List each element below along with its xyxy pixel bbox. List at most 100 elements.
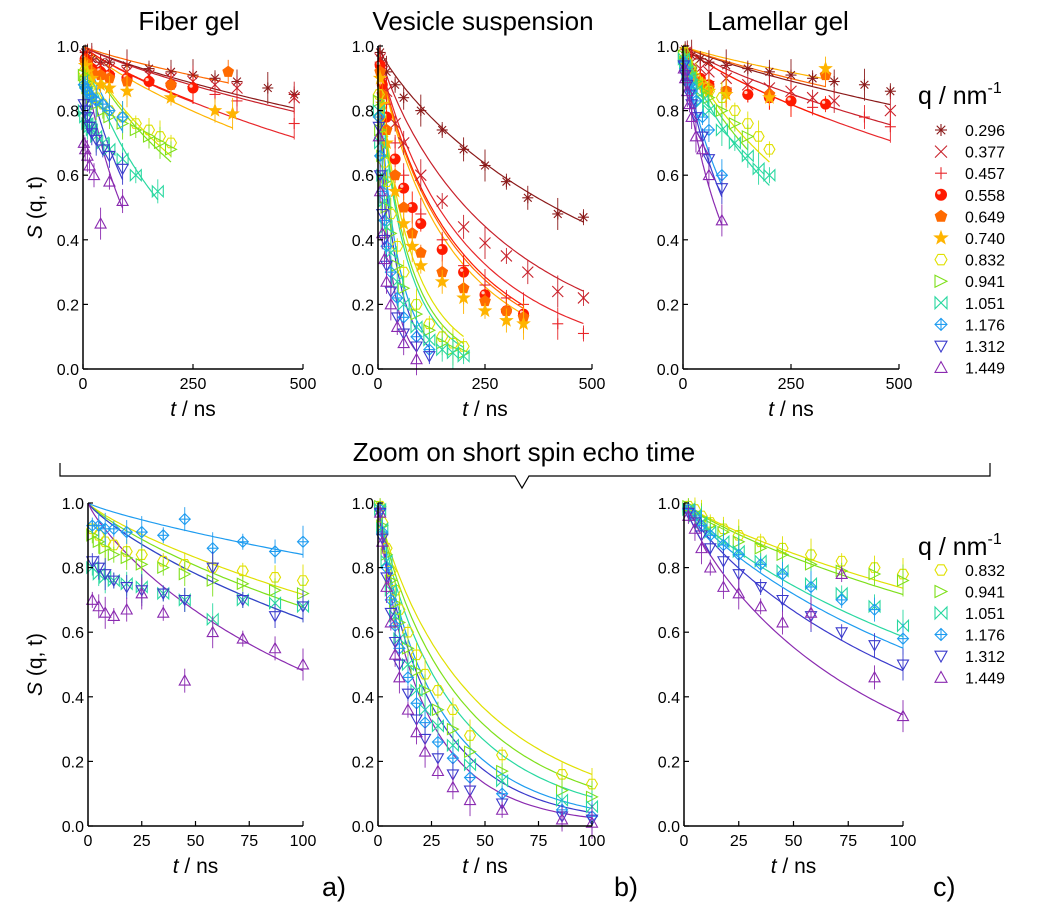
data-point-1.312 bbox=[375, 209, 389, 221]
data-point-1.449 bbox=[120, 602, 134, 615]
data-point-1.312 bbox=[695, 530, 708, 542]
data-point-1.312 bbox=[754, 582, 768, 594]
data-point-0.296 bbox=[552, 208, 564, 220]
x-axis-label: t / ns bbox=[768, 398, 814, 421]
data-point-0.832 bbox=[268, 571, 282, 583]
data-point-0.941 bbox=[410, 664, 424, 678]
data-point-1.176 bbox=[754, 558, 767, 571]
data-point-0.740 bbox=[396, 215, 411, 230]
fit-curve-0.941 bbox=[377, 45, 464, 345]
data-point-1.312 bbox=[96, 144, 110, 156]
data-point-1.449 bbox=[868, 670, 881, 683]
y-tick-label: 1.0 bbox=[62, 496, 84, 513]
panel-label-c: c) bbox=[933, 872, 956, 902]
data-point-1.449 bbox=[681, 509, 695, 521]
legend-top-label-0.457: 0.457 bbox=[965, 166, 1005, 183]
y-tick-label: 0.0 bbox=[657, 362, 679, 379]
data-point-1.312 bbox=[422, 351, 436, 363]
data-point-0.377 bbox=[806, 91, 819, 104]
y-tick-label: 0.0 bbox=[57, 362, 79, 379]
data-point-1.449 bbox=[410, 352, 423, 365]
zoom-label: Zoom on short spin echo time bbox=[353, 437, 696, 467]
data-point-1.449 bbox=[585, 816, 599, 828]
data-point-0.296 bbox=[577, 211, 589, 223]
data-point-1.176 bbox=[103, 104, 116, 117]
data-point-1.449 bbox=[683, 97, 696, 110]
data-point-0.649 bbox=[397, 201, 410, 213]
data-point-0.941 bbox=[419, 683, 432, 697]
data-point-0.832 bbox=[446, 704, 460, 716]
panel-top-middle: 0.0 0.2 0.4 0.6 0.8 1.0 0 250 500 t / ns bbox=[352, 39, 606, 421]
x-tick-label: 0 bbox=[374, 833, 383, 850]
data-point-0.296 bbox=[389, 79, 401, 91]
data-point-0.296 bbox=[415, 105, 427, 117]
data-point-1.051 bbox=[754, 554, 767, 568]
data-point-1.312 bbox=[380, 260, 393, 273]
data-point-0.377 bbox=[209, 78, 221, 91]
data-point-0.296 bbox=[522, 192, 534, 204]
data-point-0.296 bbox=[500, 176, 512, 188]
data-point-0.941 bbox=[129, 123, 143, 137]
data-point-1.312 bbox=[102, 150, 116, 163]
data-point-1.449 bbox=[98, 606, 112, 618]
y-tick-label: 0.4 bbox=[352, 690, 374, 707]
data-point-1.449 bbox=[776, 615, 789, 628]
data-point-1.312 bbox=[120, 582, 134, 594]
x-tick-label: 0 bbox=[680, 833, 689, 850]
data-point-1.312 bbox=[401, 688, 415, 701]
legend-top-marker-0.649 bbox=[934, 209, 948, 222]
data-point-1.449 bbox=[702, 168, 716, 181]
data-point-1.051 bbox=[763, 168, 776, 183]
data-point-0.558 bbox=[785, 95, 797, 107]
data-point-1.449 bbox=[695, 541, 708, 554]
data-point-1.312 bbox=[116, 163, 130, 176]
data-point-0.377 bbox=[288, 91, 301, 104]
legend-top: 0.296 0.377 0.457 0.558 0.649 0.740 0.832 0.941… bbox=[933, 123, 1005, 378]
fit-curve-0.377 bbox=[682, 45, 891, 126]
x-tick-label: 0 bbox=[679, 376, 688, 393]
data-point-1.449 bbox=[377, 252, 391, 265]
data-point-1.176 bbox=[268, 545, 282, 558]
panel-top-right: 0.0 0.2 0.4 0.6 0.8 1.0 0 250 500 t / ns bbox=[657, 39, 913, 421]
legend-bottom-marker-1.449 bbox=[934, 670, 948, 683]
data-point-1.176 bbox=[296, 535, 310, 549]
data-point-0.740 bbox=[119, 83, 135, 98]
data-point-0.832 bbox=[236, 565, 249, 577]
data-point-1.449 bbox=[80, 149, 94, 161]
y-tick-label: 0.0 bbox=[658, 819, 680, 836]
data-point-1.312 bbox=[776, 594, 789, 607]
data-point-0.832 bbox=[804, 549, 818, 560]
fit-curve-0.649 bbox=[682, 45, 826, 88]
data-point-0.649 bbox=[389, 169, 401, 181]
data-point-1.449 bbox=[236, 632, 250, 644]
data-point-0.832 bbox=[431, 685, 445, 696]
data-point-1.312 bbox=[410, 714, 423, 727]
data-point-1.176 bbox=[776, 567, 789, 581]
fit-curve-0.457 bbox=[682, 45, 891, 142]
fit-curve-0.649 bbox=[82, 45, 229, 84]
data-point-1.449 bbox=[94, 217, 108, 229]
data-point-0.377 bbox=[389, 117, 402, 130]
data-point-0.296 bbox=[458, 143, 470, 155]
fit-curve-0.740 bbox=[82, 45, 233, 129]
data-point-1.312 bbox=[107, 575, 121, 588]
data-point-1.312 bbox=[206, 562, 220, 575]
data-point-1.051 bbox=[555, 793, 569, 807]
legend-top-label-0.377: 0.377 bbox=[965, 145, 1005, 162]
legend-bottom-label-1.449: 1.449 bbox=[965, 671, 1005, 688]
data-point-1.051 bbox=[397, 297, 410, 312]
y-tick-label: 0.8 bbox=[657, 104, 679, 121]
panel-bottom-left: 0.0 0.2 0.4 0.6 0.8 1.0 0 25 50 75 100 t / ns S (q, … bbox=[24, 496, 316, 878]
data-point-1.176 bbox=[156, 529, 170, 542]
data-point-1.449 bbox=[135, 586, 149, 599]
data-point-1.051 bbox=[206, 612, 219, 627]
data-point-1.449 bbox=[703, 560, 717, 573]
data-point-0.296 bbox=[742, 63, 754, 75]
data-point-1.176 bbox=[373, 149, 387, 163]
y-tick-label: 0.6 bbox=[62, 625, 84, 642]
data-point-1.449 bbox=[716, 580, 730, 592]
x-tick-label: 100 bbox=[579, 833, 606, 850]
data-point-1.051 bbox=[419, 702, 432, 717]
data-point-0.558 bbox=[742, 88, 754, 100]
data-point-1.449 bbox=[268, 641, 282, 654]
